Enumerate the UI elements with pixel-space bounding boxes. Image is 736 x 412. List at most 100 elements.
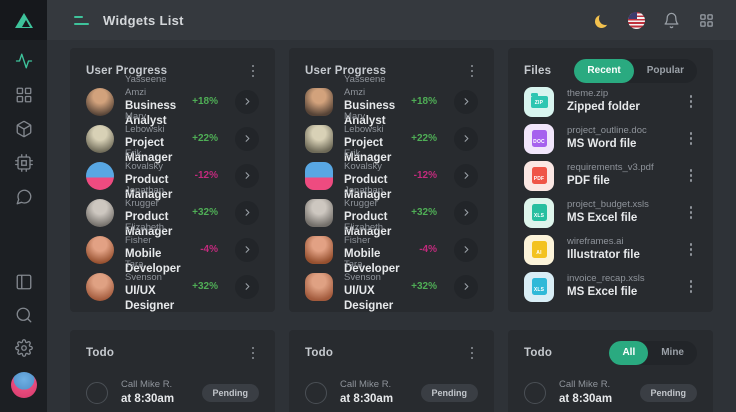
user-name: Tara Svenson <box>344 259 381 283</box>
tab-all[interactable]: All <box>609 341 649 365</box>
chevron-right-button[interactable] <box>235 237 259 262</box>
progress-percent: +32% <box>192 207 218 218</box>
activity-icon[interactable] <box>15 52 33 70</box>
kebab-menu-icon[interactable] <box>247 61 260 82</box>
apps-grid-icon[interactable] <box>698 12 715 29</box>
file-name: theme.zip <box>567 87 609 99</box>
user-name: Elizabeth Fisher <box>344 222 384 246</box>
search-icon[interactable] <box>15 306 33 324</box>
user-progress-row: Yasseene Amzi Business Analyst +18% <box>86 74 259 127</box>
chevron-right-button[interactable] <box>454 163 478 188</box>
todo-detail: at 8:30am <box>121 392 175 405</box>
user-avatar <box>86 87 114 116</box>
kebab-menu-icon[interactable] <box>685 91 698 112</box>
user-name: Erik Kovalsky <box>344 148 383 172</box>
card-title: Todo <box>86 347 115 359</box>
card-title: Files <box>524 65 552 77</box>
chevron-right-button[interactable] <box>235 163 259 188</box>
app-logo[interactable] <box>0 0 47 40</box>
file-row: DOC project_outline.doc MS Word file <box>524 120 697 157</box>
sidebar-bottom <box>10 273 37 412</box>
todo-checkbox[interactable] <box>524 382 546 404</box>
user-role: Product Manager <box>125 210 173 238</box>
status-badge: Pending <box>201 384 259 402</box>
file-name: wireframes.ai <box>567 235 624 247</box>
file-row: ZIP theme.zip Zipped folder <box>524 83 697 120</box>
user-progress-row: Elizabeth Fisher Mobile Developer -4% <box>86 222 259 275</box>
profile-avatar[interactable] <box>10 372 37 398</box>
user-progress-card-2: User Progress Yasseene Amzi Business Ana… <box>289 48 494 312</box>
kebab-menu-icon[interactable] <box>685 239 698 260</box>
user-name: Jonathan Krugger <box>125 185 165 209</box>
kebab-menu-icon[interactable] <box>685 276 698 297</box>
user-avatar <box>86 235 114 264</box>
chat-bubble-icon[interactable] <box>15 188 33 206</box>
notifications-bell-icon[interactable] <box>663 12 680 29</box>
user-progress-row: Erik Kovalsky Product Manager -12% <box>305 148 478 201</box>
files-card: Files Recent Popular ZIP theme.zip Zippe… <box>508 48 713 312</box>
user-progress-row: Tara Svenson UI/UX Designer +32% <box>305 259 478 312</box>
kebab-menu-icon[interactable] <box>685 128 698 149</box>
user-avatar <box>305 272 333 301</box>
user-role: Product Manager <box>125 173 173 201</box>
user-role: Project Manager <box>344 136 392 164</box>
content-grid: User Progress Yasseene Amzi Business Ana… <box>47 40 736 412</box>
chevron-right-button[interactable] <box>454 89 478 114</box>
todo-row: Call Mike R. at 8:30am Pending <box>86 372 259 412</box>
kebab-menu-icon[interactable] <box>466 61 479 82</box>
todo-checkbox[interactable] <box>305 382 327 404</box>
chevron-right-button[interactable] <box>235 200 259 225</box>
tab-popular[interactable]: Popular <box>646 65 684 76</box>
status-badge: Pending <box>420 384 478 402</box>
todo-card-3: Todo All Mine Call Mike R. at 8:30am Pen… <box>508 330 713 412</box>
chevron-right-button[interactable] <box>454 126 478 151</box>
chevron-right-button[interactable] <box>454 274 478 299</box>
chevron-right-button[interactable] <box>235 126 259 151</box>
todo-list: Call Mike R. at 8:30am Pending Finish do… <box>524 372 697 412</box>
todo-checkbox[interactable] <box>86 382 108 404</box>
user-avatar <box>86 161 114 190</box>
logo-triangle-icon <box>14 12 33 28</box>
language-flag-us-icon[interactable] <box>628 11 645 29</box>
user-progress-row: Mary Lebowski Project Manager +22% <box>86 111 259 164</box>
tab-recent[interactable]: Recent <box>574 59 634 83</box>
sidebar <box>0 0 47 412</box>
todo-label: Call Mike R. <box>121 378 173 390</box>
file-row: PDF requirements_v3.pdf PDF file <box>524 157 697 194</box>
settings-gear-icon[interactable] <box>14 339 33 357</box>
user-role: Business Analyst <box>344 99 396 127</box>
cpu-icon[interactable] <box>14 154 33 172</box>
user-role: Mobile Developer <box>125 247 181 275</box>
kebab-menu-icon[interactable] <box>247 343 260 364</box>
file-kind: PDF file <box>567 175 610 188</box>
dark-mode-moon-icon[interactable] <box>599 12 612 25</box>
chevron-right-button[interactable] <box>235 274 259 299</box>
user-role: Product Manager <box>344 210 392 238</box>
kebab-menu-icon[interactable] <box>685 165 698 186</box>
file-type-icon: XLS <box>524 271 554 302</box>
tab-mine[interactable]: Mine <box>661 347 684 358</box>
user-name: Tara Svenson <box>125 259 162 283</box>
chevron-right-button[interactable] <box>454 200 478 225</box>
file-kind: MS Excel file <box>567 212 638 225</box>
chevron-right-button[interactable] <box>235 89 259 114</box>
user-list: Yasseene Amzi Business Analyst +18% Mary… <box>86 74 259 312</box>
progress-percent: -4% <box>200 244 218 255</box>
kebab-menu-icon[interactable] <box>685 202 698 223</box>
chevron-right-button[interactable] <box>454 237 478 262</box>
todo-detail: at 8:30am <box>559 392 613 405</box>
box-icon[interactable] <box>15 120 33 138</box>
layout-sidebar-icon[interactable] <box>15 273 33 291</box>
kebab-menu-icon[interactable] <box>466 343 479 364</box>
user-progress-row: Elizabeth Fisher Mobile Developer -4% <box>305 222 478 275</box>
widgets-grid-icon[interactable] <box>15 86 33 104</box>
file-name: invoice_recap.xsls <box>567 272 645 284</box>
file-list: ZIP theme.zip Zipped folder DOC project_… <box>524 83 697 305</box>
progress-percent: +32% <box>411 281 437 292</box>
user-avatar <box>305 161 333 190</box>
menu-toggle-icon[interactable] <box>74 15 89 25</box>
user-role: Product Manager <box>344 173 392 201</box>
file-row: XLS invoice_recap.xsls MS Excel file <box>524 268 697 305</box>
user-list: Yasseene Amzi Business Analyst +18% Mary… <box>305 74 478 312</box>
todo-list: Call Mike R. at 8:30am Pending Finish do… <box>305 372 478 412</box>
